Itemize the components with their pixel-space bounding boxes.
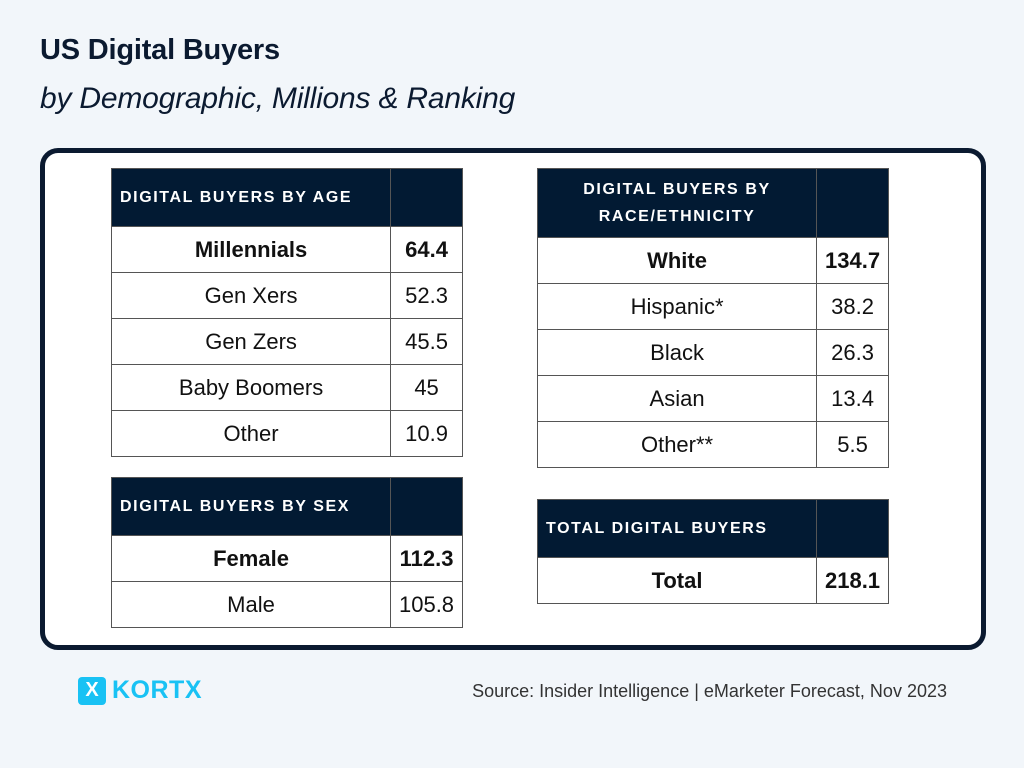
row-value: 112.3 (390, 535, 463, 582)
row-label: Other** (536, 421, 818, 468)
table-row: Total 218.1 (536, 557, 889, 604)
row-value: 45.5 (390, 318, 463, 365)
row-label: Baby Boomers (110, 364, 392, 411)
row-value: 105.8 (390, 581, 463, 628)
age-table: DIGITAL BUYERS BY AGE Millennials 64.4 G… (110, 168, 463, 457)
source-note: Source: Insider Intelligence | eMarketer… (472, 681, 947, 701)
row-value: 218.1 (816, 557, 889, 604)
race-heading-line-2: RACE/ETHNICITY (598, 208, 756, 225)
row-label: Other (110, 410, 392, 457)
row-value: 13.4 (816, 375, 889, 422)
row-label: Black (536, 329, 818, 376)
row-label: Gen Zers (110, 318, 392, 365)
row-label: Gen Xers (110, 272, 392, 319)
sex-table-heading: DIGITAL BUYERS BY SEX (110, 477, 392, 536)
page-subtitle: by Demographic, Millions & Ranking (40, 82, 516, 115)
page-title: US Digital Buyers (40, 34, 280, 66)
sex-table: DIGITAL BUYERS BY SEX Female 112.3 Male … (110, 477, 463, 628)
row-value: 5.5 (816, 421, 889, 468)
row-label: Millennials (110, 226, 392, 273)
logo-x-icon: X (78, 676, 106, 705)
race-table-value-heading (816, 168, 889, 238)
row-label: Female (110, 535, 392, 582)
table-row: Gen Xers 52.3 (110, 272, 463, 319)
row-value: 64.4 (390, 226, 463, 273)
table-row: Asian 13.4 (536, 375, 889, 422)
table-row: Other** 5.5 (536, 421, 889, 468)
row-value: 45 (390, 364, 463, 411)
row-value: 10.9 (390, 410, 463, 457)
row-value: 52.3 (390, 272, 463, 319)
table-row: Hispanic* 38.2 (536, 283, 889, 330)
total-table-value-heading (816, 499, 889, 558)
row-label: Total (536, 557, 818, 604)
tables-card: DIGITAL BUYERS BY AGE Millennials 64.4 G… (40, 148, 986, 650)
row-value: 38.2 (816, 283, 889, 330)
race-heading-line-1: DIGITAL BUYERS BY (583, 181, 771, 198)
race-table-heading: DIGITAL BUYERS BY RACE/ETHNICITY (536, 168, 818, 238)
table-row: Gen Zers 45.5 (110, 318, 463, 365)
logo-wordmark: KORTX (112, 676, 202, 704)
age-table-value-heading (390, 168, 463, 227)
row-label: Asian (536, 375, 818, 422)
sex-table-value-heading (390, 477, 463, 536)
row-label: White (536, 237, 818, 284)
table-row: White 134.7 (536, 237, 889, 284)
age-table-heading: DIGITAL BUYERS BY AGE (110, 168, 392, 227)
row-value: 26.3 (816, 329, 889, 376)
table-row: Baby Boomers 45 (110, 364, 463, 411)
table-row: Female 112.3 (110, 535, 463, 582)
row-label: Hispanic* (536, 283, 818, 330)
total-table-heading: TOTAL DIGITAL BUYERS (536, 499, 818, 558)
row-label: Male (110, 581, 392, 628)
table-row: Millennials 64.4 (110, 226, 463, 273)
table-row: Other 10.9 (110, 410, 463, 457)
table-row: Black 26.3 (536, 329, 889, 376)
total-table: TOTAL DIGITAL BUYERS Total 218.1 (536, 499, 889, 604)
table-row: Male 105.8 (110, 581, 463, 628)
kortx-logo: X KORTX (78, 676, 202, 705)
race-table: DIGITAL BUYERS BY RACE/ETHNICITY White 1… (536, 168, 889, 468)
row-value: 134.7 (816, 237, 889, 284)
